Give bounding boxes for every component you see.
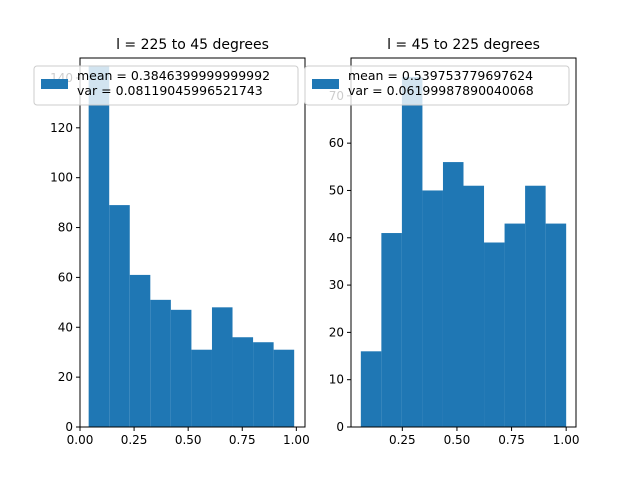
y-tick-label: 100	[50, 171, 73, 185]
x-tick-label: 0.25	[121, 433, 148, 447]
x-tick-label: 0.50	[175, 433, 202, 447]
legend-label: var = 0.08119045996521743	[77, 83, 263, 98]
y-tick-label: 80	[58, 221, 73, 235]
x-tick-label: 0.75	[498, 433, 525, 447]
histogram-bar	[381, 233, 402, 427]
histogram-bar	[232, 337, 254, 427]
histogram-bar	[463, 185, 485, 427]
legend-swatch	[41, 79, 68, 89]
histogram-bar	[109, 205, 130, 427]
x-tick-label: 0.50	[444, 433, 471, 447]
x-tick-label: 0.00	[67, 433, 94, 447]
x-tick-label: 0.25	[389, 433, 416, 447]
subplot-1: 0.000.250.500.751.00020406080100120140l …	[33, 37, 310, 447]
x-tick-label: 1.00	[553, 433, 580, 447]
histogram-bar	[150, 299, 171, 427]
chart-title: l = 225 to 45 degrees	[116, 37, 269, 53]
histogram-bar	[484, 242, 505, 427]
histogram-bar	[211, 307, 233, 427]
y-tick-label: 30	[329, 278, 344, 292]
legend-label: mean = 0.539753779697624	[348, 68, 533, 83]
histogram-bar	[129, 274, 151, 427]
y-tick-label: 120	[50, 121, 73, 135]
y-tick-label: 10	[329, 373, 344, 387]
histogram-bar	[525, 185, 546, 427]
histogram-bar	[253, 342, 274, 427]
y-tick-label: 20	[58, 370, 73, 384]
legend-box	[33, 65, 299, 106]
histogram-bar	[88, 65, 110, 427]
y-tick-label: 40	[329, 231, 344, 245]
legend-label: var = 0.06199987890040068	[348, 83, 534, 98]
y-tick-label: 60	[58, 270, 73, 284]
legend-box	[304, 65, 570, 106]
histogram-bar	[442, 162, 464, 428]
legend-swatch	[312, 79, 339, 89]
histogram-bar	[170, 309, 192, 427]
y-tick-label: 20	[329, 325, 344, 339]
histogram-bar	[273, 349, 295, 427]
y-tick-label: 60	[329, 136, 344, 150]
chart-title: l = 45 to 225 degrees	[387, 37, 540, 53]
histogram-bar	[401, 76, 423, 427]
legend-label: mean = 0.3846399999999992	[77, 68, 270, 83]
subplot-2: 0.250.500.751.00010203040506070l = 45 to…	[304, 37, 580, 447]
histogram-bar	[191, 349, 212, 427]
histogram-bar	[422, 190, 443, 427]
axes-frame	[350, 57, 577, 428]
histogram-bar	[504, 223, 526, 427]
y-tick-label: 50	[329, 183, 344, 197]
x-tick-label: 0.75	[229, 433, 256, 447]
y-tick-label: 0	[336, 420, 344, 434]
histogram-bar	[545, 223, 567, 427]
y-tick-label: 40	[58, 320, 73, 334]
axes-frame	[79, 57, 306, 428]
y-tick-label: 0	[65, 420, 73, 434]
histogram-bar	[360, 351, 382, 427]
x-tick-label: 1.00	[283, 433, 310, 447]
